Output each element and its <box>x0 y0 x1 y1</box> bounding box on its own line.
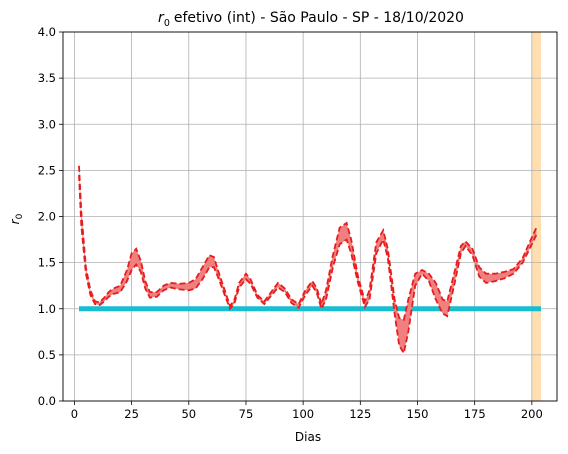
title-text: efetivo (int) - São Paulo - SP - 18/10/2… <box>174 10 464 26</box>
y-axis-label: r0 <box>8 213 25 224</box>
y-tick-label: 2.5 <box>38 163 56 177</box>
y-tick-label: 1.0 <box>38 302 56 316</box>
x-tick-label: 100 <box>292 407 314 421</box>
x-tick-label: 25 <box>124 407 139 421</box>
upper-bound-line <box>78 165 538 322</box>
x-tick-label: 50 <box>181 407 196 421</box>
title-subscript: 0 <box>164 18 170 29</box>
y-axis-label-subscript: 0 <box>15 213 25 219</box>
y-tick-label: 3.0 <box>38 117 56 131</box>
x-tick-label: 125 <box>349 407 371 421</box>
y-axis-label-symbol: r <box>8 218 22 224</box>
x-tick-label: 75 <box>239 407 254 421</box>
x-tick-label: 0 <box>71 407 78 421</box>
y-tick-label: 2.0 <box>38 210 56 224</box>
x-axis-label: Dias <box>295 430 321 444</box>
y-tick-label: 1.5 <box>38 256 56 270</box>
y-axis-ticks: 0.0 0.5 1.0 1.5 2.0 2.5 3.0 3.5 4.0 <box>38 25 63 408</box>
y-tick-label: 0.0 <box>38 394 56 408</box>
x-tick-label: 200 <box>521 407 543 421</box>
y-tick-label: 3.5 <box>38 71 56 85</box>
lower-bound-line <box>78 174 538 356</box>
y-tick-label: 4.0 <box>38 25 56 39</box>
y-tick-label: 0.5 <box>38 348 56 362</box>
x-axis-ticks: 0 25 50 75 100 125 150 175 200 <box>71 401 543 421</box>
x-tick-label: 150 <box>407 407 429 421</box>
title-symbol: r <box>158 10 165 26</box>
chart-title: r0 efetivo (int) - São Paulo - SP - 18/10… <box>158 10 464 29</box>
x-tick-label: 175 <box>464 407 486 421</box>
